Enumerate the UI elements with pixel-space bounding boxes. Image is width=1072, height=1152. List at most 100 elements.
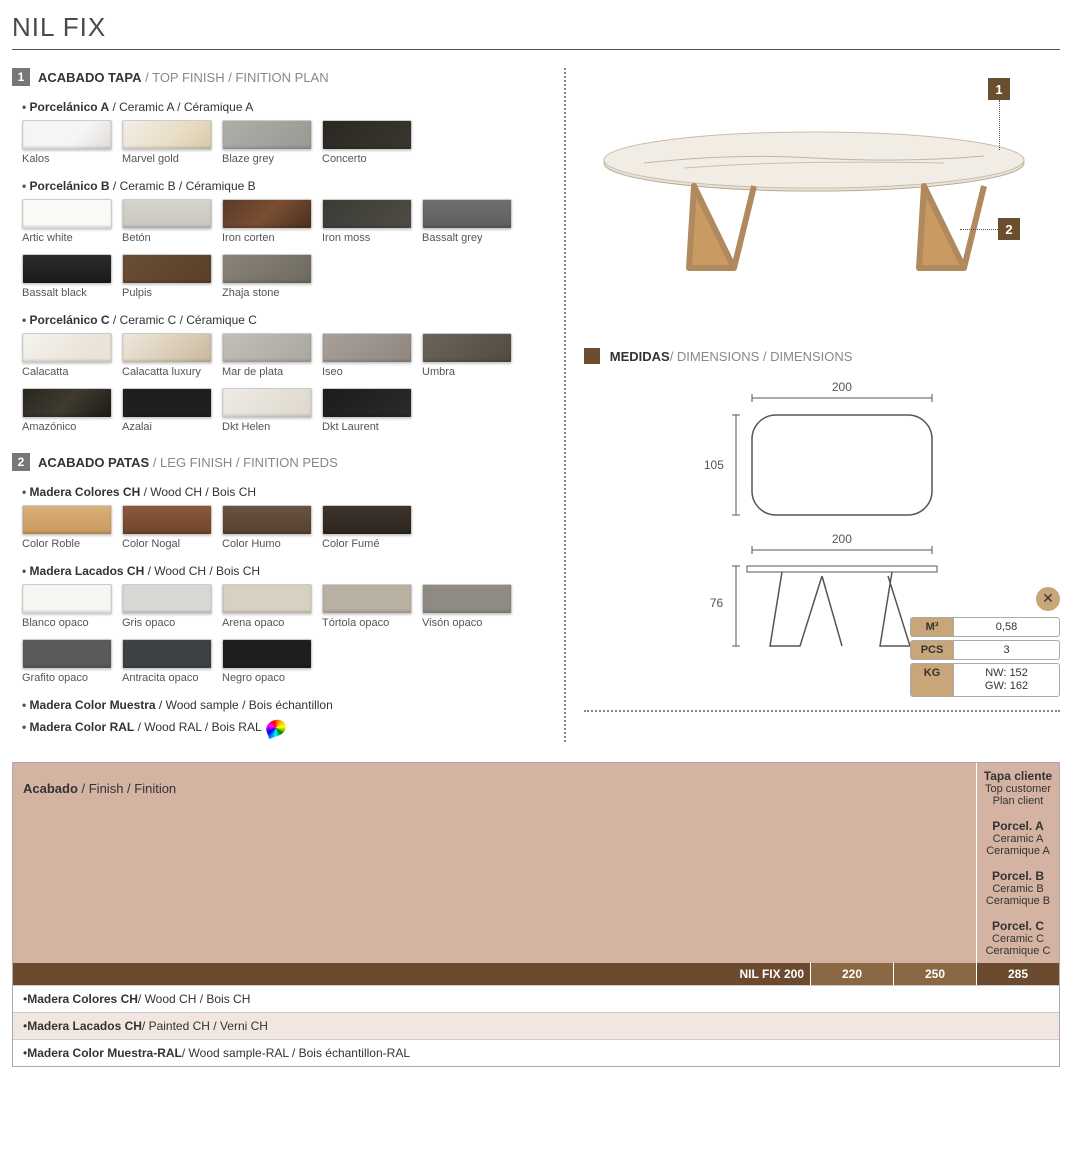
swatch bbox=[22, 254, 112, 284]
swatch-item[interactable]: Azalai bbox=[122, 388, 212, 433]
swatch-item[interactable]: Color Roble bbox=[22, 505, 112, 550]
swatch-item[interactable]: Color Fumé bbox=[322, 505, 412, 550]
spec-m3-key: M³ bbox=[910, 617, 954, 637]
spec-pcs-key: PCS bbox=[910, 640, 954, 660]
left-column: 1 ACABADO TAPA / TOP FINISH / FINITION P… bbox=[12, 68, 556, 742]
product-illustration: 1 2 bbox=[584, 68, 1060, 328]
s1-group-title-rest: / Ceramic A / Céramique A bbox=[109, 100, 253, 114]
swatch-item[interactable]: Calacatta luxury bbox=[122, 333, 212, 378]
swatch-item[interactable]: Color Nogal bbox=[122, 505, 212, 550]
swatch bbox=[22, 639, 112, 669]
section2-extra1: Madera Color Muestra / Wood sample / Boi… bbox=[12, 698, 556, 712]
dim-side-w: 200 bbox=[832, 532, 852, 546]
swatch-item[interactable]: Betón bbox=[122, 199, 212, 244]
swatch-label: Color Roble bbox=[22, 538, 112, 550]
spec-kg-gw: GW: 162 bbox=[954, 680, 1059, 693]
swatch-item[interactable]: Gris opaco bbox=[122, 584, 212, 629]
price-col-l1: Ceramic C bbox=[992, 933, 1044, 945]
price-size: 250 bbox=[893, 963, 976, 985]
section1-title: ACABADO TAPA / TOP FINISH / FINITION PLA… bbox=[38, 70, 329, 85]
swatch-item[interactable]: Negro opaco bbox=[222, 639, 312, 684]
swatch bbox=[222, 120, 312, 150]
price-acabado-bold: Acabado bbox=[23, 781, 78, 796]
swatch bbox=[222, 639, 312, 669]
swatch-item[interactable]: Arena opaco bbox=[222, 584, 312, 629]
top-view: 200 105 bbox=[692, 380, 952, 530]
right-column: 1 2 MEDIDAS / DIMENSIONS / DIMENSIONS 20… bbox=[574, 68, 1060, 742]
swatch-item[interactable]: Mar de plata bbox=[222, 333, 312, 378]
swatch-label: Marvel gold bbox=[122, 153, 212, 165]
section2-extra2: Madera Color RAL / Wood RAL / Bois RAL bbox=[12, 720, 556, 736]
swatch bbox=[122, 254, 212, 284]
dimensions-head: MEDIDAS / DIMENSIONS / DIMENSIONS bbox=[584, 348, 1060, 364]
swatch-item[interactable]: Color Humo bbox=[222, 505, 312, 550]
spec-pcs-val: 3 bbox=[954, 640, 1060, 660]
swatch-item[interactable]: Grafito opaco bbox=[22, 639, 112, 684]
price-row-rest: / Wood sample-RAL / Bois échantillon-RAL bbox=[182, 1046, 410, 1060]
price-row: • Madera Color Muestra-RAL / Wood sample… bbox=[13, 1039, 1059, 1066]
swatch-label: Dkt Helen bbox=[222, 421, 312, 433]
swatch-item[interactable]: Tórtola opaco bbox=[322, 584, 412, 629]
s2-group-title-bold: Madera Colores CH bbox=[30, 485, 141, 499]
swatch-label: Blanco opaco bbox=[22, 617, 112, 629]
s1-group: Porcelánico C / Ceramic C / Céramique C C… bbox=[12, 313, 556, 433]
price-col-l2: Plan client bbox=[993, 795, 1044, 807]
swatch-item[interactable]: Pulpis bbox=[122, 254, 212, 299]
swatch bbox=[22, 199, 112, 229]
swatch-item[interactable]: Concerto bbox=[322, 120, 412, 165]
section2-extra2-rest: / Wood RAL / Bois RAL bbox=[134, 720, 261, 734]
price-size: 220 bbox=[810, 963, 893, 985]
swatch-item[interactable]: Dkt Helen bbox=[222, 388, 312, 433]
price-header: Acabado / Finish / Finition Tapa cliente… bbox=[13, 763, 1059, 963]
swatch-item[interactable]: Calacatta bbox=[22, 333, 112, 378]
price-col-l2: Ceramique C bbox=[986, 945, 1051, 957]
section2-extra1-bold: Madera Color Muestra bbox=[30, 698, 156, 712]
swatch-label: Antracita opaco bbox=[122, 672, 212, 684]
swatch-label: Calacatta bbox=[22, 366, 112, 378]
price-row: • Madera Lacados CH / Painted CH / Verni… bbox=[13, 1012, 1059, 1039]
section1-num: 1 bbox=[12, 68, 30, 86]
swatch-item[interactable]: Blanco opaco bbox=[22, 584, 112, 629]
swatch-label: Color Fumé bbox=[322, 538, 412, 550]
swatch-item[interactable]: Zhaja stone bbox=[222, 254, 312, 299]
price-row-bold: Madera Colores CH bbox=[27, 992, 138, 1006]
swatch bbox=[22, 120, 112, 150]
swatch-item[interactable]: Marvel gold bbox=[122, 120, 212, 165]
spec-pcs: PCS 3 bbox=[910, 640, 1060, 660]
swatch bbox=[422, 584, 512, 614]
swatch-item[interactable]: Antracita opaco bbox=[122, 639, 212, 684]
price-col: Porcel. CCeramic CCeramique C bbox=[976, 913, 1059, 963]
price-col: Tapa clienteTop customerPlan client bbox=[976, 763, 1059, 813]
swatch-item[interactable]: Blaze grey bbox=[222, 120, 312, 165]
section2-num: 2 bbox=[12, 453, 30, 471]
swatch bbox=[22, 333, 112, 363]
price-row-rest: / Wood CH / Bois CH bbox=[138, 992, 250, 1006]
swatch-item[interactable]: Kalos bbox=[22, 120, 112, 165]
price-row-bold: Madera Lacados CH bbox=[27, 1019, 142, 1033]
swatch-label: Iseo bbox=[322, 366, 412, 378]
swatch-label: Zhaja stone bbox=[222, 287, 312, 299]
swatch-label: Tórtola opaco bbox=[322, 617, 412, 629]
swatch-item[interactable]: Artic white bbox=[22, 199, 112, 244]
swatch-item[interactable]: Visón opaco bbox=[422, 584, 512, 629]
swatch-item[interactable]: Umbra bbox=[422, 333, 512, 378]
swatch-item[interactable]: Iron moss bbox=[322, 199, 412, 244]
table-product-svg bbox=[584, 68, 1044, 298]
column-divider bbox=[564, 68, 566, 742]
swatch-item[interactable]: Dkt Laurent bbox=[322, 388, 412, 433]
swatch-label: Color Humo bbox=[222, 538, 312, 550]
swatch-label: Blaze grey bbox=[222, 153, 312, 165]
swatch-label: Calacatta luxury bbox=[122, 366, 212, 378]
price-col: Porcel. BCeramic BCeramique B bbox=[976, 863, 1059, 913]
swatch-item[interactable]: Iseo bbox=[322, 333, 412, 378]
swatch-item[interactable]: Bassalt black bbox=[22, 254, 112, 299]
swatch-item[interactable]: Iron corten bbox=[222, 199, 312, 244]
swatch-item[interactable]: Bassalt grey bbox=[422, 199, 512, 244]
swatch-label: Color Nogal bbox=[122, 538, 212, 550]
s1-swatch-row: Artic whiteBetónIron cortenIron mossBass… bbox=[12, 199, 556, 299]
swatch-label: Pulpis bbox=[122, 287, 212, 299]
swatch bbox=[122, 639, 212, 669]
callout-2-line bbox=[960, 229, 998, 230]
s1-group-title: Porcelánico C / Ceramic C / Céramique C bbox=[12, 313, 556, 327]
swatch-item[interactable]: Amazónico bbox=[22, 388, 112, 433]
